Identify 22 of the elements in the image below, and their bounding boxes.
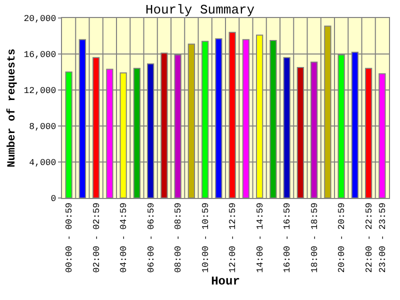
y-tick-label: 20,000 <box>24 14 56 24</box>
x-tick-label: 10:00 - 10:59 <box>200 202 211 273</box>
y-tick-label: 0 <box>50 194 56 204</box>
x-tick-label: 20:00 - 20:59 <box>337 202 348 273</box>
y-axis-title: Number of requests <box>5 48 18 168</box>
x-tick-label: 23:00 - 23:59 <box>378 202 388 273</box>
y-tick-label: 8,000 <box>29 122 56 132</box>
x-tick-label: 22:00 - 22:59 <box>364 202 374 273</box>
x-tick-label: 18:00 - 18:59 <box>310 202 320 273</box>
chart-title: Hourly Summary <box>145 2 255 18</box>
x-tick-label: 02:00 - 02:59 <box>92 202 102 273</box>
x-tick-label: 04:00 - 04:59 <box>119 202 130 273</box>
x-tick-label: 06:00 - 06:59 <box>146 202 156 273</box>
y-tick-label: 12,000 <box>24 86 56 96</box>
y-tick-label: 4,000 <box>29 158 56 168</box>
x-tick-label: 16:00 - 16:59 <box>282 202 293 273</box>
x-tick-label: 08:00 - 08:59 <box>174 202 184 273</box>
x-tick-label: 14:00 - 14:59 <box>255 202 266 273</box>
x-axis-title: Hour <box>211 274 240 289</box>
x-tick-label: 12:00 - 12:59 <box>228 202 238 273</box>
x-tick-label: 00:00 - 00:59 <box>64 202 75 273</box>
y-tick-label: 16,000 <box>24 50 56 60</box>
